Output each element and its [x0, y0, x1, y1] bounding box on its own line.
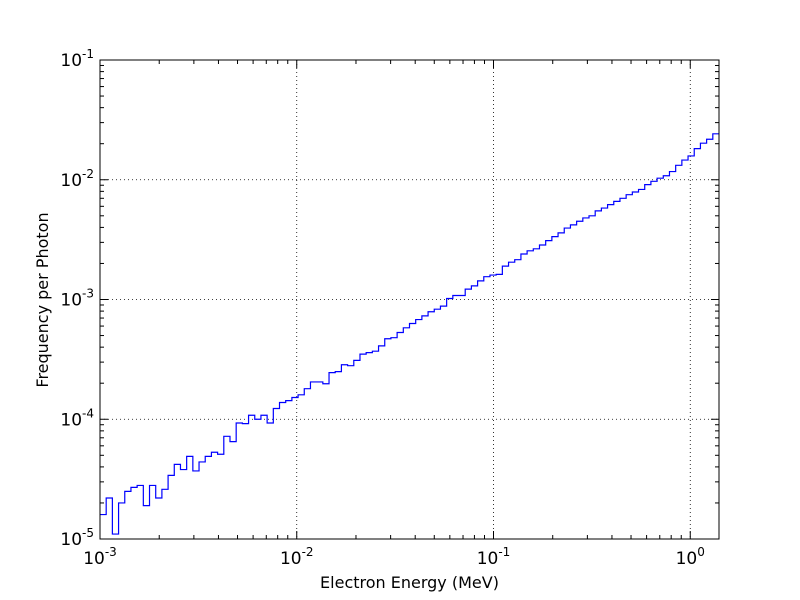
x-axis-label: Electron Energy (MeV)	[320, 573, 499, 592]
y-tick-label: 10-5	[60, 526, 94, 550]
y-tick-label: 10-4	[60, 406, 94, 430]
x-tick-label: 100	[676, 545, 705, 569]
series-layer	[100, 133, 719, 535]
y-tick-label: 10-2	[60, 167, 94, 191]
x-tick-label: 10-3	[83, 545, 117, 569]
y-tick-label: 10-1	[60, 47, 94, 71]
y-axis-label: Frequency per Photon	[33, 212, 52, 387]
x-tick-label: 10-2	[280, 545, 314, 569]
x-tick-label: 10-1	[477, 545, 511, 569]
y-tick-label: 10-3	[60, 287, 94, 311]
axis-ticks: 10-3 10-2 10-1 100 10-5 10-4 10-3 10-2 10-1	[60, 47, 719, 569]
series-line	[100, 133, 719, 535]
